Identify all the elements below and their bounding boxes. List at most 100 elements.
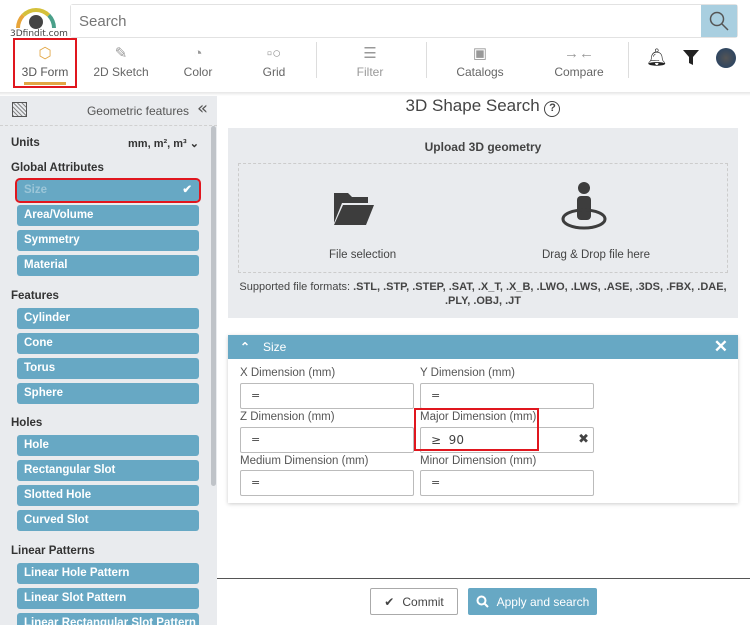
feature-material[interactable]: Material xyxy=(17,255,199,276)
y-dimension-input[interactable]: = xyxy=(420,383,594,409)
close-icon[interactable]: ✕ xyxy=(713,337,728,356)
nav-color[interactable]: ◔ Color xyxy=(170,40,226,90)
avatar[interactable] xyxy=(716,48,736,68)
feature-label: Size xyxy=(24,184,48,196)
commit-button[interactable]: ✔ Commit xyxy=(370,588,458,615)
help-icon[interactable]: ? xyxy=(544,101,561,117)
nav-3d-form[interactable]: ⬡ 3D Form xyxy=(17,40,73,90)
apply-and-search-button[interactable]: Apply and search xyxy=(468,588,597,615)
nav-filter[interactable]: ☰ Filter xyxy=(342,40,398,90)
feature-size[interactable]: Size ✔ xyxy=(15,178,201,203)
feature-symmetry[interactable]: Symmetry xyxy=(17,230,199,251)
search-input[interactable] xyxy=(71,5,671,37)
minor-dimension-input[interactable]: = xyxy=(420,470,594,496)
nav-2d-sketch[interactable]: ✎ 2D Sketch xyxy=(90,40,152,90)
feature-cone[interactable]: Cone xyxy=(17,333,199,354)
medium-dimension-input[interactable]: = xyxy=(240,470,414,496)
units-dropdown[interactable]: mm, m², m³ ⌄ xyxy=(128,137,199,150)
feature-sphere[interactable]: Sphere xyxy=(17,383,199,404)
dropzone[interactable]: File selection Drag & Drop file here xyxy=(238,163,728,273)
major-dimension-label: Major Dimension (mm) xyxy=(420,411,537,423)
nav-label: Catalogs xyxy=(456,65,504,79)
nav-grid[interactable]: ▫○ Grid xyxy=(246,40,302,90)
active-underline xyxy=(24,82,66,85)
section-title: Features xyxy=(11,290,59,302)
nav-label: Color xyxy=(183,65,213,79)
feature-torus[interactable]: Torus xyxy=(17,358,199,379)
cube-icon: ⬡ xyxy=(38,45,52,62)
divider xyxy=(628,42,629,78)
search-button[interactable] xyxy=(701,5,737,37)
feature-linear-rectangular-slot-pattern[interactable]: Linear Rectangular Slot Pattern xyxy=(17,613,199,625)
divider xyxy=(426,42,427,78)
logo[interactable]: 3Dfindit.com xyxy=(10,6,68,39)
compare-arrows-icon: →← xyxy=(564,45,594,62)
pencil-icon: ✎ xyxy=(114,45,128,62)
grid-shapes-icon: ▫○ xyxy=(266,45,282,62)
feature-curved-slot[interactable]: Curved Slot xyxy=(17,510,199,531)
x-dimension-label: X Dimension (mm) xyxy=(240,367,336,379)
clear-icon[interactable]: ✖ xyxy=(578,432,589,447)
size-panel-header[interactable]: ⌃ Size ✕ xyxy=(228,335,738,359)
highlight-box xyxy=(13,38,77,88)
units-label: Units xyxy=(11,137,40,149)
section-title: Holes xyxy=(11,417,43,429)
feature-hole[interactable]: Hole xyxy=(17,435,199,456)
bell-icon[interactable]: 🔔︎ xyxy=(646,48,668,68)
nav-label: Filter xyxy=(356,65,384,79)
sliders-icon: ☰ xyxy=(363,45,377,62)
header-shadow xyxy=(0,92,750,96)
formats-label: Supported file formats: xyxy=(239,281,351,293)
units-value: mm, m², m³ xyxy=(128,138,187,150)
x-dimension-input[interactable]: = xyxy=(240,383,414,409)
minor-dimension-label: Minor Dimension (mm) xyxy=(420,455,537,467)
nav-label: 2D Sketch xyxy=(93,65,149,79)
chevron-up-icon[interactable]: ⌃ xyxy=(240,340,251,354)
check-icon: ✔ xyxy=(182,184,192,196)
size-panel-title: Size xyxy=(263,340,287,354)
feature-cylinder[interactable]: Cylinder xyxy=(17,308,199,329)
section-title: Linear Patterns xyxy=(11,545,95,557)
medium-dimension-label: Medium Dimension (mm) xyxy=(240,455,369,467)
nav-label: 3D Form xyxy=(21,65,69,79)
search-icon xyxy=(709,11,729,31)
geometry-icon xyxy=(12,102,27,117)
feature-linear-slot-pattern[interactable]: Linear Slot Pattern xyxy=(17,588,199,609)
collapse-chevrons-icon[interactable]: « xyxy=(196,98,208,119)
page-title-text: 3D Shape Search xyxy=(405,96,540,115)
feature-rectangular-slot[interactable]: Rectangular Slot xyxy=(17,460,199,481)
search-bar xyxy=(70,4,738,38)
y-dimension-label: Y Dimension (mm) xyxy=(420,367,515,379)
chevron-down-icon: ⌄ xyxy=(189,138,199,150)
z-dimension-label: Z Dimension (mm) xyxy=(240,411,335,423)
apply-label: Apply and search xyxy=(496,594,590,609)
folder-open-icon[interactable] xyxy=(334,189,374,225)
drag-drop-label: Drag & Drop file here xyxy=(542,249,651,261)
feature-linear-hole-pattern[interactable]: Linear Hole Pattern xyxy=(17,563,199,584)
logo-text: 3Dfindit.com xyxy=(10,29,68,39)
catalog-icon: ▣ xyxy=(472,45,488,62)
sidebar-title: Geometric features xyxy=(86,104,189,118)
nav-label: Compare xyxy=(554,65,604,79)
page-title: 3D Shape Search ? xyxy=(228,96,738,117)
size-panel: ⌃ Size ✕ X Dimension (mm) = Y Dimension … xyxy=(228,335,738,503)
footer-divider xyxy=(217,578,750,579)
sidebar-scrollbar[interactable] xyxy=(211,126,216,486)
z-dimension-input[interactable]: = xyxy=(240,427,414,453)
major-dimension-input[interactable]: ≥ 90 ✖ xyxy=(420,427,594,453)
upload-panel: Upload 3D geometry File selection Drag &… xyxy=(228,128,738,318)
major-dimension-value: ≥ 90 xyxy=(431,433,464,447)
divider xyxy=(316,42,317,78)
supported-formats: Supported file formats: .STL, .STP, .STE… xyxy=(238,280,728,308)
commit-label: Commit xyxy=(402,594,444,609)
nav-compare[interactable]: →← Compare xyxy=(550,40,608,90)
search-icon xyxy=(476,595,489,608)
filter-funnel-icon[interactable] xyxy=(683,50,699,66)
file-selection-label[interactable]: File selection xyxy=(329,249,397,261)
nav-catalogs[interactable]: ▣ Catalogs xyxy=(452,40,508,90)
sidebar-header: Geometric features « xyxy=(0,96,217,126)
highlight-box xyxy=(414,408,539,451)
formats-list: .STL, .STP, .STEP, .SAT, .X_T, .X_B, .LW… xyxy=(353,281,727,307)
feature-area-volume[interactable]: Area/Volume xyxy=(17,205,199,226)
feature-slotted-hole[interactable]: Slotted Hole xyxy=(17,485,199,506)
